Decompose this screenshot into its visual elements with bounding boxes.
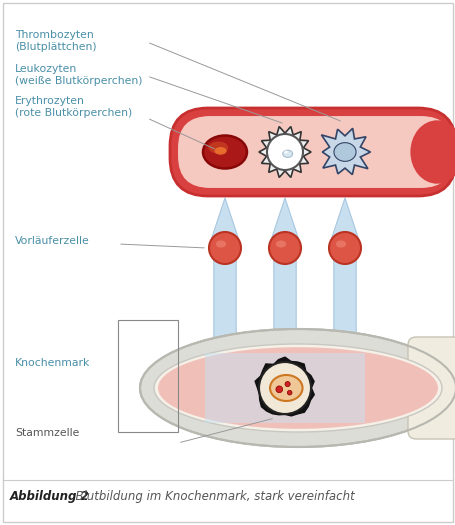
Ellipse shape	[202, 135, 247, 169]
FancyBboxPatch shape	[170, 108, 455, 196]
Circle shape	[268, 232, 300, 264]
Ellipse shape	[154, 344, 441, 432]
Bar	[118, 320, 177, 432]
Polygon shape	[321, 128, 369, 175]
Ellipse shape	[157, 347, 437, 429]
Ellipse shape	[335, 240, 345, 248]
Circle shape	[267, 134, 302, 170]
Ellipse shape	[215, 240, 226, 248]
Ellipse shape	[333, 143, 355, 161]
Polygon shape	[258, 127, 310, 177]
Circle shape	[328, 232, 360, 264]
Text: Vorläuferzelle: Vorläuferzelle	[15, 236, 90, 246]
Text: Abbildung 2: Abbildung 2	[10, 490, 90, 503]
Text: Erythrozyten
(rote Blutkörperchen): Erythrozyten (rote Blutkörperchen)	[15, 96, 132, 118]
FancyBboxPatch shape	[205, 353, 364, 423]
FancyArrow shape	[328, 198, 360, 370]
FancyArrow shape	[208, 198, 241, 370]
Circle shape	[208, 232, 241, 264]
Text: Stammzelle: Stammzelle	[15, 428, 79, 438]
Circle shape	[284, 382, 289, 387]
Ellipse shape	[208, 142, 228, 154]
Ellipse shape	[282, 150, 292, 157]
Polygon shape	[255, 357, 313, 416]
Ellipse shape	[140, 329, 455, 447]
Text: Blutbildung im Knochenmark, stark vereinfacht: Blutbildung im Knochenmark, stark verein…	[68, 490, 354, 503]
Ellipse shape	[269, 375, 302, 401]
Circle shape	[287, 391, 291, 395]
FancyArrow shape	[268, 198, 300, 370]
Ellipse shape	[283, 151, 287, 153]
Text: Leukozyten
(weiße Blutkörperchen): Leukozyten (weiße Blutkörperchen)	[15, 64, 142, 86]
Text: Thrombozyten
(Blutplättchen): Thrombozyten (Blutplättchen)	[15, 30, 96, 51]
Ellipse shape	[410, 120, 455, 184]
FancyBboxPatch shape	[177, 115, 453, 189]
Circle shape	[275, 386, 282, 393]
Text: Knochenmark: Knochenmark	[15, 358, 90, 368]
Ellipse shape	[214, 147, 226, 155]
Circle shape	[258, 362, 310, 414]
FancyBboxPatch shape	[407, 337, 455, 439]
Ellipse shape	[275, 240, 286, 248]
